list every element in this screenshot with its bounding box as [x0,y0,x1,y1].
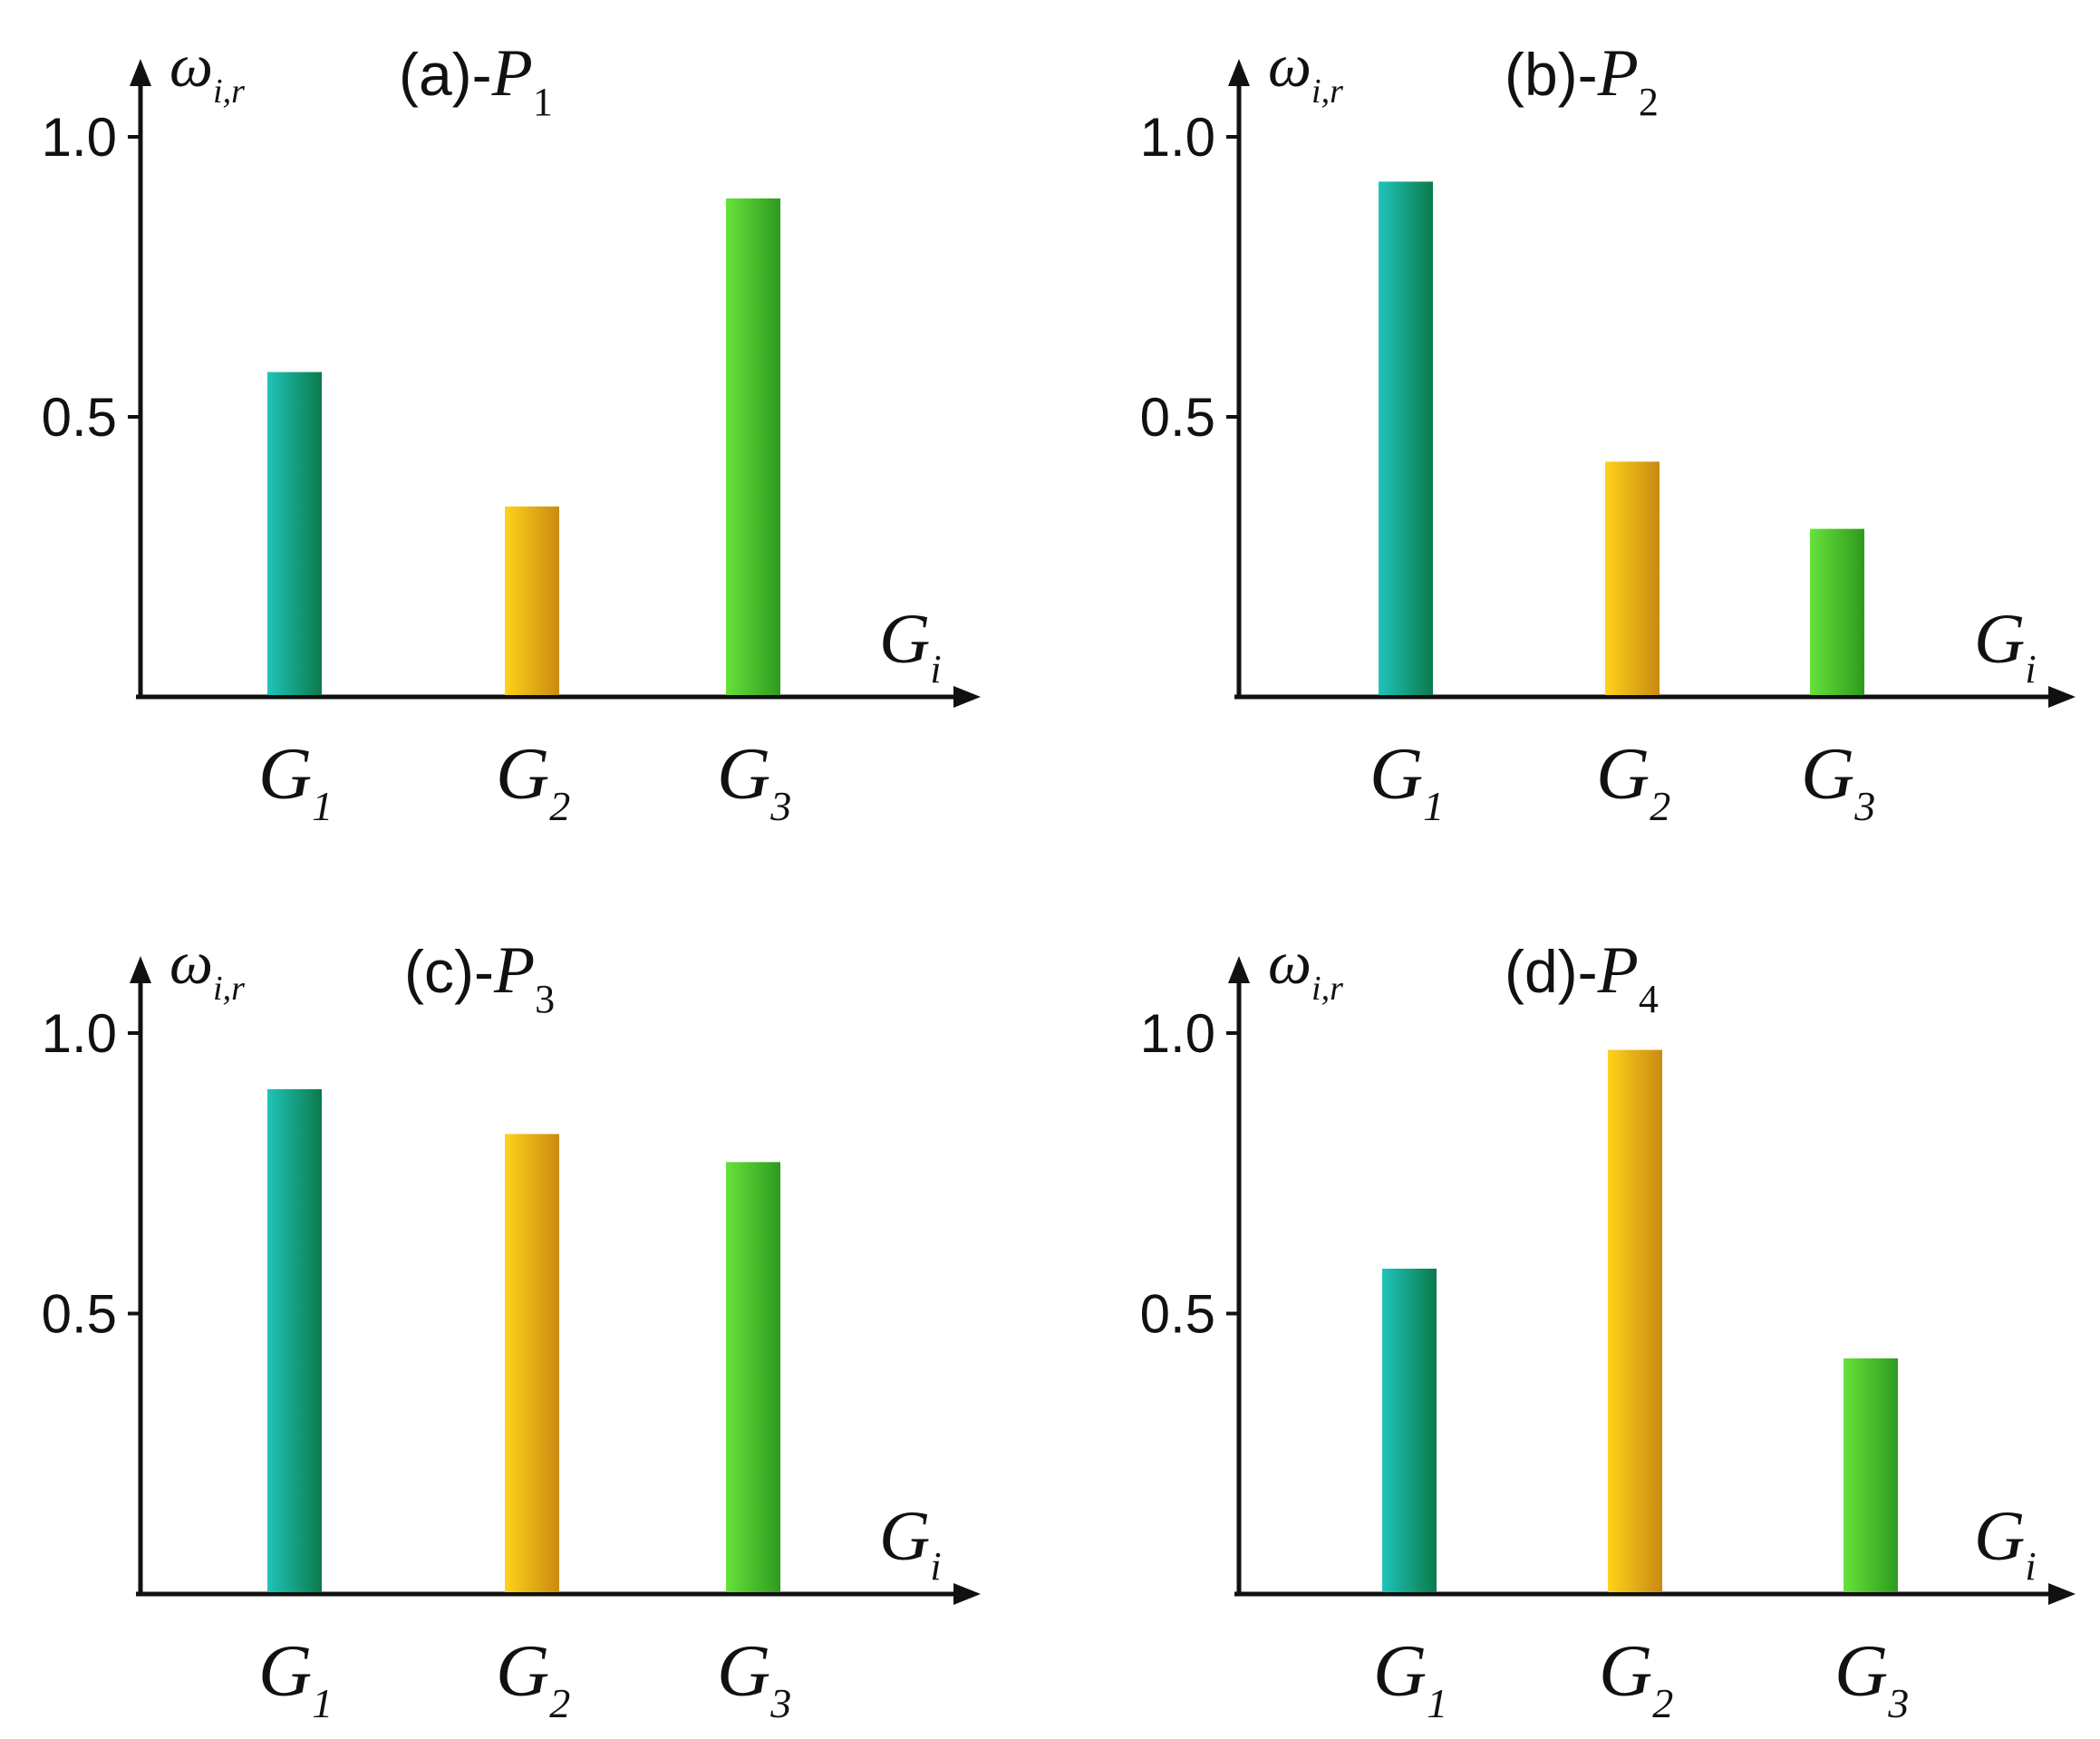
x-tick-label: G1 [258,732,333,829]
x-tick-label: G3 [717,1629,791,1726]
y-tick-label: 1.0 [1140,1003,1215,1064]
x-tick-label: G3 [1834,1629,1909,1726]
y-axis-arrow [130,956,151,983]
y-tick-label: 1.0 [42,1003,117,1064]
x-axis-label: Gi [1974,1496,2037,1589]
bar-c-g1 [267,1088,322,1592]
x-tick-label: G1 [1369,732,1444,829]
bar-c-g2 [505,1134,559,1592]
panel-title: (c)-P3 [404,933,555,1021]
x-tick-label: G2 [496,732,570,829]
panel-d: 0.5 1.0 ωi,r (d)-P4 Gi G1 G2 G3 [1140,928,2076,1726]
x-tick-label: G2 [1596,732,1670,829]
x-tick-label: G1 [1373,1629,1447,1726]
x-tick-label: G3 [1801,732,1875,829]
bar-b-g2 [1605,461,1660,695]
bar-b-g3 [1810,528,1864,695]
y-tick-label: 0.5 [42,387,117,448]
y-axis-arrow [1228,59,1250,86]
y-tick-label: 1.0 [1140,107,1215,168]
panel-title: (b)-P2 [1505,36,1659,124]
y-axis-label: ωi,r [169,31,245,111]
x-axis-arrow [2048,686,2076,708]
y-axis-label: ωi,r [1268,928,1343,1008]
panel-c: 0.5 1.0 ωi,r (c)-P3 Gi G1 G2 G3 [42,928,981,1726]
panel-title: (a)-P1 [399,36,553,124]
x-axis-arrow [953,1583,981,1605]
x-axis-label: Gi [1974,599,2037,691]
x-axis-label: Gi [879,1496,942,1589]
x-tick-label: G2 [496,1629,570,1726]
y-axis-label: ωi,r [169,928,245,1008]
x-axis-arrow [2048,1583,2076,1605]
bar-c-g3 [726,1162,780,1592]
panel-a: 0.5 1.0 ωi,r (a)-P1 Gi G1 G2 G3 [42,31,981,829]
x-tick-label: G3 [717,732,791,829]
y-axis-label: ωi,r [1268,31,1343,111]
bar-d-g1 [1382,1268,1437,1592]
bar-b-g1 [1379,181,1433,695]
bar-d-g3 [1844,1358,1898,1592]
x-axis-arrow [953,686,981,708]
y-axis-arrow [1228,956,1250,983]
x-tick-label: G1 [258,1629,333,1726]
x-axis-label: Gi [879,599,942,691]
bar-a-g1 [267,372,322,695]
bar-d-g2 [1608,1049,1662,1592]
bar-a-g3 [726,198,780,696]
bar-a-g2 [505,506,559,695]
y-tick-label: 0.5 [42,1284,117,1345]
y-tick-label: 0.5 [1140,387,1215,448]
y-tick-label: 0.5 [1140,1284,1215,1345]
y-axis-arrow [130,59,151,86]
panel-title: (d)-P4 [1505,933,1659,1021]
panel-b: 0.5 1.0 ωi,r (b)-P2 Gi G1 G2 G3 [1140,31,2076,829]
y-tick-label: 1.0 [42,107,117,168]
x-tick-label: G2 [1599,1629,1673,1726]
